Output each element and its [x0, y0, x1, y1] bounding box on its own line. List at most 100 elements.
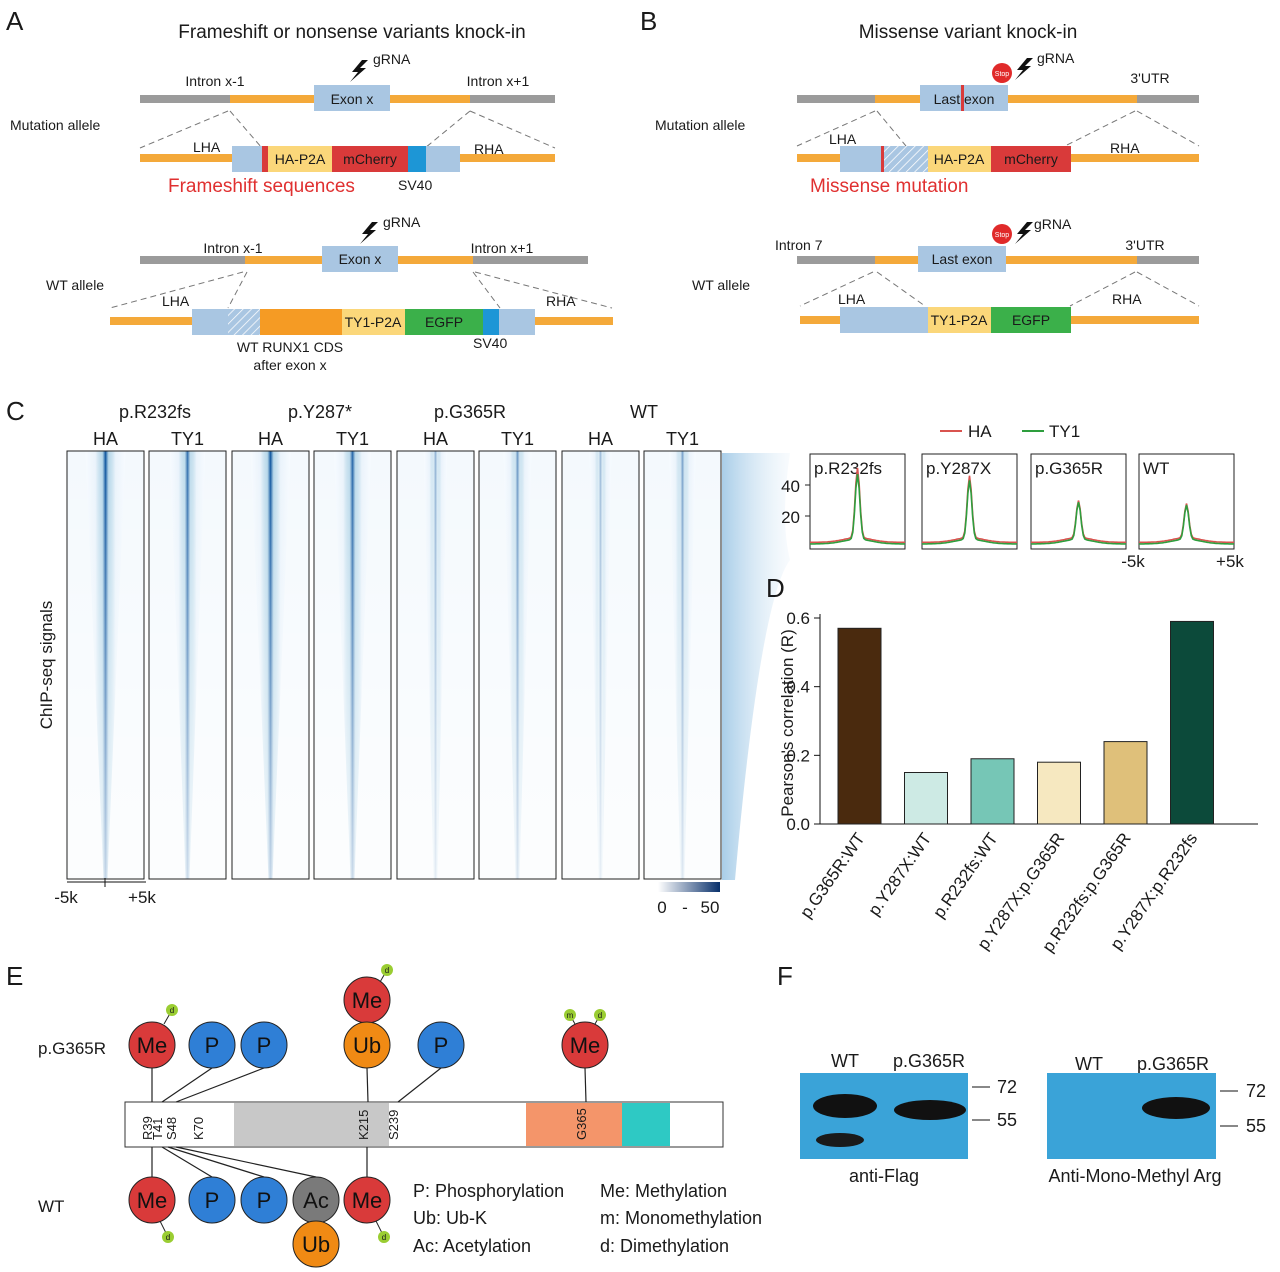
ptm-label: P [434, 1033, 449, 1058]
legend-item: Ub: Ub-K [413, 1208, 487, 1228]
legend-item: Me: Methylation [600, 1181, 727, 1201]
profile-title: p.R232fs [814, 459, 882, 478]
profile-x-left: -5k [1121, 552, 1145, 571]
ptm-me-circle [128, 1176, 176, 1224]
ptm-p-circle [240, 1176, 288, 1224]
dashed-guide [227, 271, 248, 309]
legend-ha-label: HA [968, 422, 992, 441]
panel-b: B Missense variant knock-in Mutation all… [640, 6, 1200, 333]
blot2-lane-wt: WT [1075, 1054, 1103, 1074]
sv40-label: SV40 [398, 177, 432, 193]
missense-caption: Missense mutation [810, 176, 968, 197]
egfp-label: EGFP [1012, 312, 1050, 328]
heatmap-ylabel: ChIP-seq signals [37, 601, 56, 730]
mod-dot [378, 1231, 390, 1243]
wt-row-label: WT [38, 1197, 64, 1216]
ptm-p-circle [188, 1021, 236, 1069]
profile-frame [1138, 453, 1235, 550]
ptm-label: Me [137, 1188, 168, 1213]
ha-p2a-label: HA-P2A [934, 151, 985, 167]
panel-letter-c: C [6, 396, 25, 426]
heatmap-columns [66, 450, 722, 880]
bar [837, 627, 882, 825]
bar [1037, 761, 1081, 825]
blot1-band [894, 1100, 966, 1120]
profile-line-ha [922, 475, 1017, 544]
rha-box [426, 146, 460, 172]
heatmap-column-label: TY1 [501, 429, 534, 449]
legend-item: d: Dimethylation [600, 1236, 729, 1256]
mcherry-box [991, 146, 1071, 172]
dashed-guide [139, 110, 229, 149]
heatmap-x-right: +5k [128, 888, 156, 907]
residue-label: S48 [164, 1117, 179, 1140]
missense-mark [961, 85, 964, 111]
heatmap-column-frame [148, 450, 227, 880]
blot1-band [816, 1133, 864, 1147]
panel-c: C ChIP-seq signals p.R232fs p.Y287* p.G365… [6, 396, 1244, 917]
ptm-label: P [257, 1033, 272, 1058]
lha-box [232, 146, 264, 172]
rha-label: RHA [1112, 291, 1142, 307]
hatched-box [884, 146, 928, 172]
heatmap-fade [562, 451, 639, 879]
intron-left-label: Intron x-1 [203, 240, 262, 256]
scale-max: 50 [701, 898, 720, 917]
heatmap-fade [644, 451, 721, 879]
missense-mark [881, 146, 884, 172]
stop-icon [992, 224, 1012, 244]
ptm-label: Ub [353, 1033, 381, 1058]
ptm-label: Me [570, 1033, 601, 1058]
blot1-lane-wt: WT [831, 1051, 859, 1071]
ty1-p2a-label: TY1-P2A [345, 314, 402, 330]
intron7-label: Intron 7 [775, 237, 823, 253]
marker-55: 55 [997, 1110, 1017, 1130]
lightning-icon [350, 60, 368, 82]
heatmap-column-frame [643, 450, 722, 880]
mod-dot [381, 964, 393, 976]
grna-label: gRNA [1037, 50, 1075, 66]
ptm-label: Ub [302, 1232, 330, 1257]
mod-label: d [166, 1233, 170, 1242]
lha-box [192, 309, 228, 335]
lha-label: LHA [162, 293, 190, 309]
y-tick-label: 0.0 [786, 815, 810, 834]
frameshift-mark [262, 146, 268, 172]
x-tick-label: p.R232fs:WT [929, 829, 1001, 921]
egfp-box [405, 309, 483, 335]
ty1-p2a-box [342, 309, 405, 335]
dashed-guide [109, 271, 244, 309]
legend-ty1-label: TY1 [1049, 422, 1080, 441]
heatmap-column-frame [313, 450, 392, 880]
bar [970, 758, 1015, 825]
utr-line [1137, 95, 1199, 103]
residue-label: R39 [140, 1116, 155, 1140]
ty1-p2a-label: TY1-P2A [931, 312, 988, 328]
ptm-circles: Me P P Me Ub P Me d d m d Me P P Ac Ub Me d d [128, 964, 609, 1268]
lightning-icon [1015, 58, 1033, 80]
mod-dot [594, 1009, 606, 1021]
mod-dot [166, 1004, 178, 1016]
panel-letter-f: F [777, 961, 793, 991]
mcherry-label: mCherry [1004, 151, 1058, 167]
rha-label: RHA [474, 141, 504, 157]
ptm-connector [584, 1067, 587, 1103]
profile-line-ty1 [922, 480, 1017, 545]
heatmap-group-label: p.R232fs [119, 402, 191, 422]
stop-icon [992, 63, 1012, 83]
heatmap-group-label: p.Y287* [288, 402, 352, 422]
grna-label: gRNA [1034, 216, 1072, 232]
panel-letter-a: A [6, 6, 24, 36]
heatmap-fade [67, 451, 144, 879]
legend-item: Ac: Acetylation [413, 1236, 531, 1256]
ptm-connector [397, 1067, 442, 1103]
bar [1170, 620, 1214, 825]
dashed-guide [1136, 110, 1200, 147]
heatmap-fade [314, 451, 391, 879]
heatmap-column-label: TY1 [666, 429, 699, 449]
dashed-guide [1064, 110, 1136, 147]
heatmap-fade [397, 451, 474, 879]
intron-line-left [140, 256, 245, 264]
marker-72: 72 [997, 1077, 1017, 1097]
